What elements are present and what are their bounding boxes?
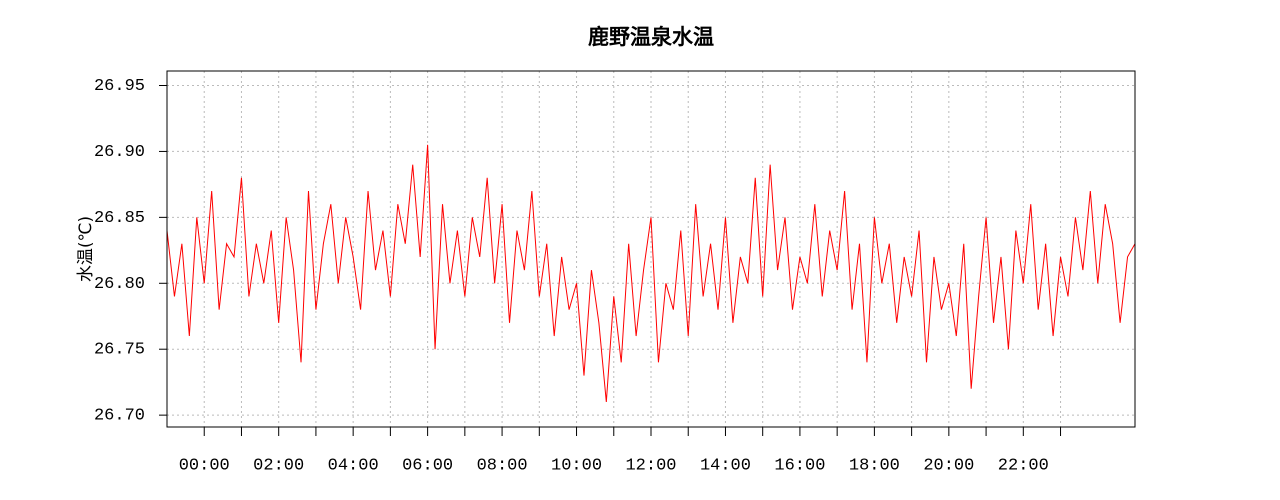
x-tick-label: 02:00 [253,456,304,475]
y-tick-label: 26.70 [94,407,145,426]
x-tick-label: 12:00 [625,456,676,475]
chart-title: 鹿野温泉水温 [588,25,714,49]
y-tick-label: 26.90 [94,143,145,162]
y-tick-label: 26.95 [94,77,145,96]
x-tick-label: 18:00 [849,456,900,475]
plot-frame [166,70,1136,428]
x-tick-label: 10:00 [551,456,602,475]
y-axis-label: 水温(℃) [76,216,96,282]
x-tick-label: 22:00 [998,456,1049,475]
data-line [166,144,1136,402]
x-tick-label: 14:00 [700,456,751,475]
y-tick-label: 26.75 [94,341,145,360]
x-tick-label: 04:00 [328,456,379,475]
x-tick-label: 08:00 [477,456,528,475]
y-tick-label: 26.80 [94,275,145,294]
y-tick-label: 26.85 [94,209,145,228]
x-tick-label: 16:00 [774,456,825,475]
x-tick-label: 20:00 [923,456,974,475]
x-tick-label: 06:00 [402,456,453,475]
x-tick-label: 00:00 [179,456,230,475]
